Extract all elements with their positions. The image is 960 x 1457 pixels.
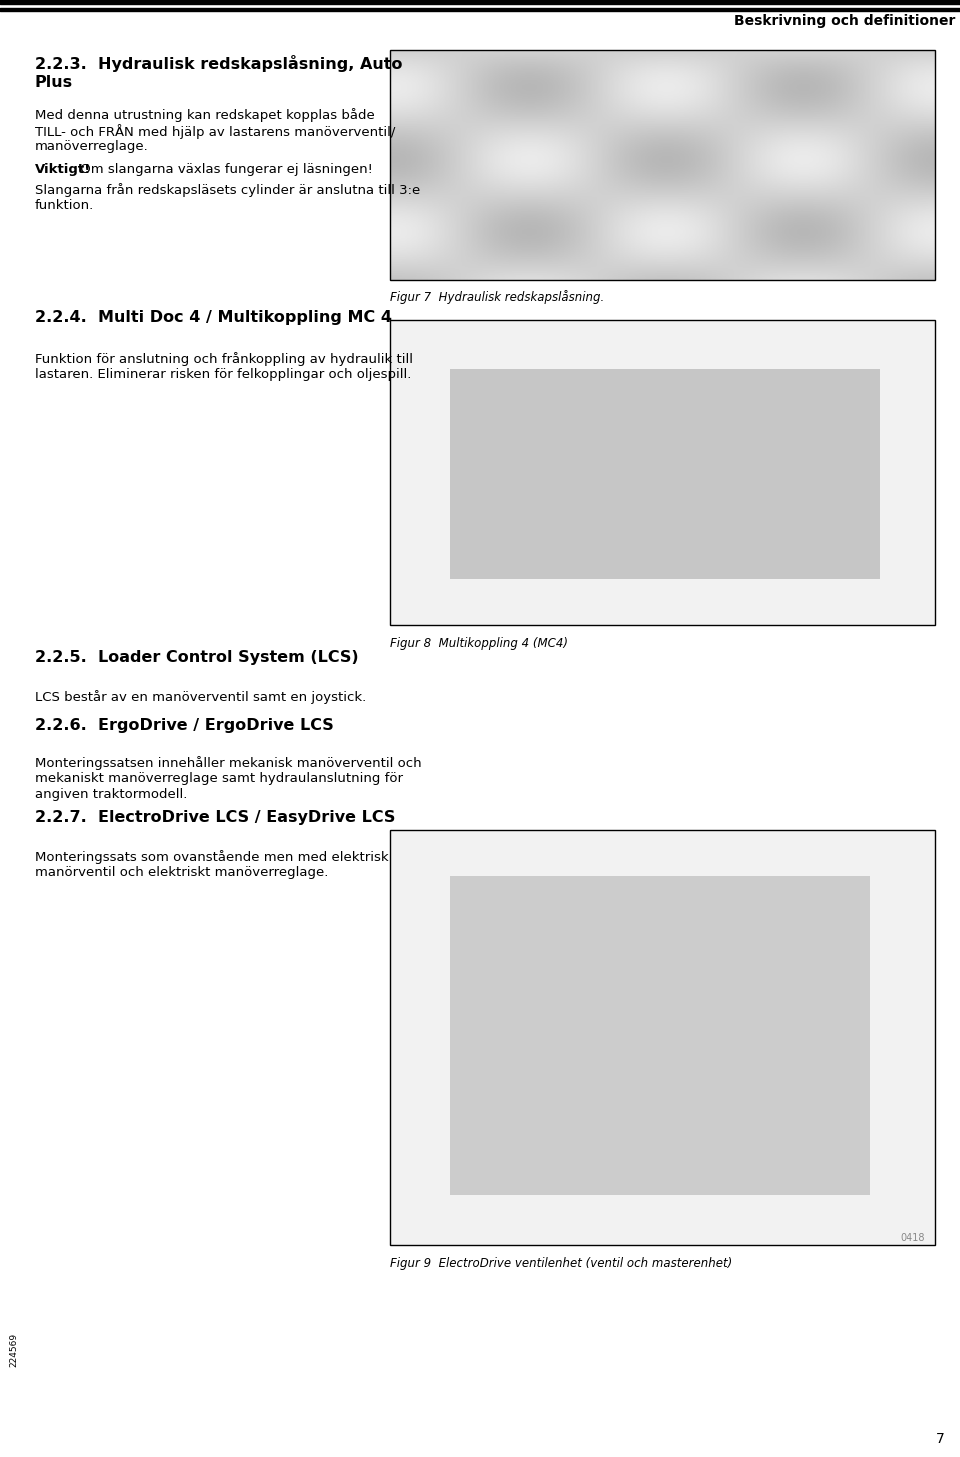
Text: Viktigt!: Viktigt!: [35, 163, 91, 176]
Text: Monteringssatsen innehåller mekanisk manöverventil och: Monteringssatsen innehåller mekanisk man…: [35, 756, 421, 769]
Text: 2.2.5.  Loader Control System (LCS): 2.2.5. Loader Control System (LCS): [35, 650, 359, 664]
Text: Med denna utrustning kan redskapet kopplas både: Med denna utrustning kan redskapet koppl…: [35, 108, 374, 122]
Text: Om slangarna växlas fungerar ej läsningen!: Om slangarna växlas fungerar ej läsninge…: [76, 163, 372, 176]
Bar: [390, 830, 935, 1244]
Text: Figur 8  Multikoppling 4 (MC4): Figur 8 Multikoppling 4 (MC4): [390, 637, 568, 650]
Text: 2.2.7.  ElectroDrive LCS / EasyDrive LCS: 2.2.7. ElectroDrive LCS / EasyDrive LCS: [35, 810, 396, 825]
Text: LCS består av en manöverventil samt en joystick.: LCS består av en manöverventil samt en j…: [35, 691, 367, 704]
Text: Plus: Plus: [35, 74, 73, 90]
Text: 7: 7: [936, 1432, 945, 1445]
Text: mekaniskt manöverreglage samt hydraulanslutning för: mekaniskt manöverreglage samt hydraulans…: [35, 772, 403, 785]
Text: Figur 9  ElectroDrive ventilenhet (ventil och masterenhet): Figur 9 ElectroDrive ventilenhet (ventil…: [390, 1257, 732, 1271]
Text: 2.2.3.  Hydraulisk redskapslåsning, Auto: 2.2.3. Hydraulisk redskapslåsning, Auto: [35, 55, 402, 71]
Text: manörventil och elektriskt manöverreglage.: manörventil och elektriskt manöverreglag…: [35, 865, 328, 879]
Text: Slangarna från redskapsläsets cylinder är anslutna till 3:e: Slangarna från redskapsläsets cylinder ä…: [35, 184, 420, 197]
Bar: [390, 50, 935, 280]
Text: 2.2.6.  ErgoDrive / ErgoDrive LCS: 2.2.6. ErgoDrive / ErgoDrive LCS: [35, 718, 334, 733]
Bar: [390, 321, 935, 625]
Text: angiven traktormodell.: angiven traktormodell.: [35, 788, 187, 801]
Text: lastaren. Eliminerar risken för felkopplingar och oljespill.: lastaren. Eliminerar risken för felkoppl…: [35, 369, 412, 380]
Text: Funktion för anslutning och frånkoppling av hydraulik till: Funktion för anslutning och frånkoppling…: [35, 353, 413, 366]
Text: 0418: 0418: [900, 1233, 925, 1243]
Text: Monteringssats som ovanstående men med elektrisk: Monteringssats som ovanstående men med e…: [35, 849, 389, 864]
Text: Figur 7  Hydraulisk redskapslåsning.: Figur 7 Hydraulisk redskapslåsning.: [390, 290, 604, 305]
Text: 224569: 224569: [10, 1333, 18, 1367]
Text: manöverreglage.: manöverreglage.: [35, 140, 149, 153]
Text: 2.2.4.  Multi Doc 4 / Multikoppling MC 4: 2.2.4. Multi Doc 4 / Multikoppling MC 4: [35, 310, 392, 325]
Text: Beskrivning och definitioner: Beskrivning och definitioner: [733, 15, 955, 28]
Text: TILL- och FRÅN med hjälp av lastarens manöverventil/: TILL- och FRÅN med hjälp av lastarens ma…: [35, 124, 396, 138]
Text: funktion.: funktion.: [35, 200, 94, 213]
